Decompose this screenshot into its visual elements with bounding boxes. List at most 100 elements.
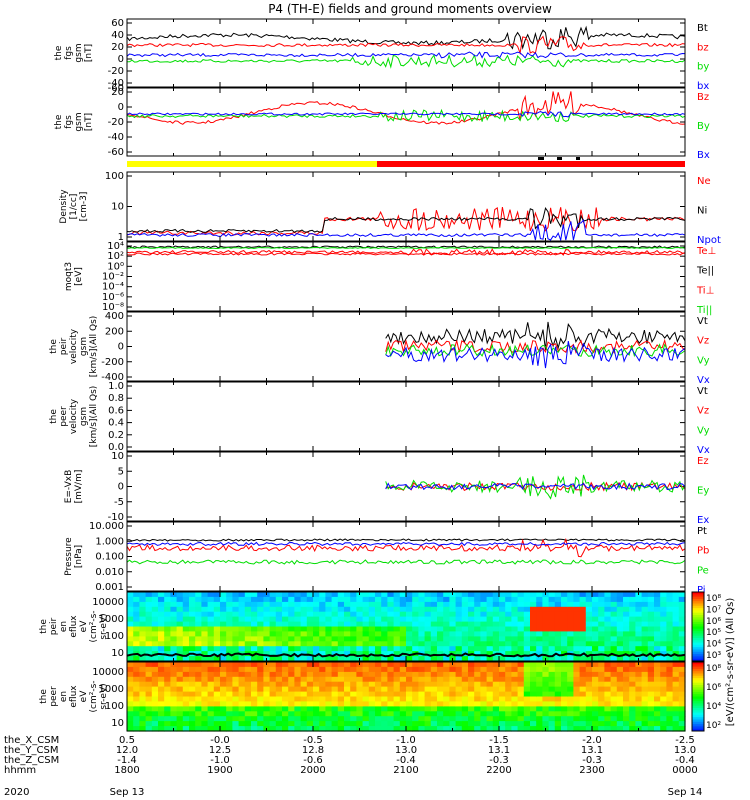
panel-p10-cell bbox=[337, 696, 345, 702]
panel-p10-cell bbox=[158, 711, 165, 717]
panel-p10-cell bbox=[598, 671, 605, 678]
panel-p10-cell bbox=[189, 706, 196, 712]
panel-p10-cell bbox=[350, 676, 357, 683]
panel-p10-cell bbox=[418, 671, 426, 678]
panel-p9-cell bbox=[585, 656, 593, 662]
panel-p2-ylabel-line: the bbox=[54, 114, 64, 129]
panel-p10-cell bbox=[257, 671, 264, 678]
panel-p9-cell bbox=[319, 616, 326, 623]
panel-p10-cell bbox=[666, 706, 674, 712]
panel-p10-cell bbox=[257, 681, 264, 688]
panel-p10-cell bbox=[127, 716, 134, 722]
panel-p10-cell bbox=[319, 711, 326, 717]
panel-p9-cell bbox=[598, 611, 605, 618]
panel-p9-cell bbox=[430, 601, 438, 608]
panel-p6-ytick: 1.0 bbox=[108, 381, 124, 392]
panel-p9-cell bbox=[263, 621, 271, 628]
panel-p10-cell bbox=[505, 696, 512, 702]
panel-p10-cell bbox=[263, 696, 271, 702]
panel-p9-cell bbox=[505, 616, 512, 623]
panel-p10-cell bbox=[554, 706, 562, 712]
panel-p9-cell bbox=[592, 601, 599, 608]
panel-p9-cell bbox=[468, 621, 475, 628]
panel-p9-cell bbox=[368, 596, 376, 603]
panel-p10-cell bbox=[337, 666, 345, 673]
panel-p9-cell bbox=[461, 596, 469, 603]
panel-p10-cell bbox=[480, 671, 488, 678]
panel-p9-cell bbox=[393, 641, 401, 647]
panel-p9-cell bbox=[474, 606, 481, 613]
panel-p10-cell bbox=[592, 676, 599, 683]
panel-p9-cell bbox=[418, 592, 426, 598]
panel-p9-cell bbox=[573, 611, 581, 618]
panel-p10-cell bbox=[468, 726, 475, 732]
panel-p10-cell bbox=[164, 706, 171, 712]
panel-p9-cell bbox=[189, 596, 196, 603]
panel-p9-cell bbox=[449, 631, 457, 637]
colorbar-1-band bbox=[692, 673, 704, 677]
panel-p9-cell bbox=[610, 636, 618, 642]
panel-p10-cell bbox=[226, 671, 233, 678]
panel-p10-cell bbox=[375, 686, 382, 693]
panel-p9-cell bbox=[213, 596, 221, 603]
panel-p10-cell bbox=[288, 666, 295, 673]
panel-p10-cell bbox=[282, 726, 289, 732]
panel-p9-cell bbox=[325, 611, 333, 618]
panel-p10-cell bbox=[567, 701, 574, 707]
panel-p10-cell bbox=[269, 696, 277, 702]
panel-p10-cell bbox=[269, 716, 277, 722]
panel-p10-cell bbox=[356, 686, 364, 693]
colorbar-label-text: [eV/(cm²-s-sr-eV)] (All Qs) bbox=[725, 598, 736, 727]
panel-p10-cell bbox=[474, 662, 481, 668]
panel-p9-cell bbox=[133, 601, 140, 608]
panel-p10-cell bbox=[257, 666, 264, 673]
panel-p10-cell bbox=[195, 716, 202, 722]
panel-p9-cell bbox=[151, 621, 159, 628]
xaxis-value: -0.5 bbox=[303, 735, 323, 746]
panel-p9-ylabel-line: (cm²-s- bbox=[89, 610, 99, 642]
panel-p10-cell bbox=[387, 691, 395, 698]
panel-p10-cell bbox=[244, 691, 252, 698]
panel-p9-cell bbox=[331, 616, 339, 623]
panel-p9-cell bbox=[523, 636, 531, 642]
panel-p9-cell bbox=[387, 596, 395, 603]
panel-p9-cell bbox=[288, 651, 295, 657]
panel-p9-cell bbox=[170, 616, 178, 623]
panel-p9-cell bbox=[139, 621, 147, 628]
panel-p10-cell bbox=[604, 671, 612, 678]
panel-p9-cell bbox=[158, 621, 165, 628]
panel-p10-cell bbox=[344, 662, 351, 668]
panels: the fgs gsm [nT]6040200-20-40-60Btbzbybxthe… bbox=[39, 18, 736, 732]
panel-p9-cell bbox=[319, 592, 326, 598]
panel-p10-cell bbox=[220, 716, 227, 722]
panel-p9-cell bbox=[127, 656, 134, 662]
panel-p10-cell bbox=[554, 676, 562, 683]
panel-p1-ytick: -40 bbox=[108, 78, 124, 89]
panel-p8-ylabel-line: [nPa] bbox=[74, 545, 84, 568]
panel-p10-cell bbox=[201, 666, 209, 673]
panel-p10-cell bbox=[325, 662, 333, 668]
panel-p10-cell bbox=[176, 662, 184, 668]
panel-p10-cell bbox=[282, 721, 289, 727]
panel-p10-cell bbox=[393, 691, 401, 698]
panel-p9-cell bbox=[678, 656, 686, 662]
panel-p10-cell bbox=[151, 676, 159, 683]
panel-p9-cell bbox=[387, 656, 395, 662]
panel-p10-cell bbox=[356, 666, 364, 673]
panel-p10-cell bbox=[325, 711, 333, 717]
panel-p10-cell bbox=[592, 662, 599, 668]
panel-p9-cell bbox=[523, 592, 531, 598]
panel-p9-cell bbox=[337, 592, 345, 598]
panel-p9-cell bbox=[480, 626, 488, 632]
panel-p10-cell bbox=[418, 701, 426, 707]
panel-p9-cell bbox=[443, 606, 450, 613]
panel-p10-cell bbox=[344, 681, 351, 688]
panel-p10-cell bbox=[195, 726, 202, 732]
panel-p10-cell bbox=[189, 671, 196, 678]
panel-p9-cell bbox=[350, 606, 357, 613]
panel-p9-cell bbox=[412, 636, 419, 642]
panel-p9-cell bbox=[542, 636, 550, 642]
panel-p10-cell bbox=[585, 686, 593, 693]
panel-p10-cell bbox=[195, 701, 202, 707]
panel-p9-cell bbox=[530, 626, 537, 632]
